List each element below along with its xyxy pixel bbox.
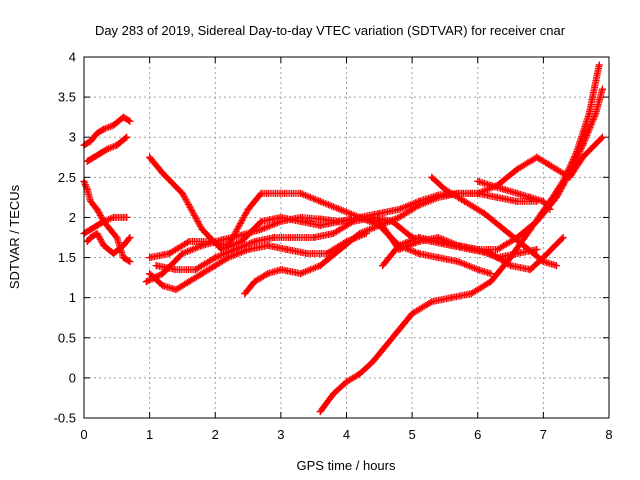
y-tick-label: -0.5	[54, 411, 76, 426]
data-point	[501, 186, 508, 193]
series-marks	[84, 230, 134, 257]
x-tick-label: 5	[409, 427, 416, 442]
y-tick-label: 1	[69, 290, 76, 305]
data-point	[172, 266, 179, 273]
data-point	[514, 198, 521, 205]
series-marks	[146, 154, 494, 277]
y-axis-label: SDTVAR / TECUs	[7, 184, 22, 289]
data-point	[435, 254, 442, 261]
x-axis-label: GPS time / hours	[297, 458, 396, 473]
data-point	[553, 262, 560, 269]
data-point	[123, 214, 130, 221]
y-tick-label: 3	[69, 130, 76, 145]
y-tick-label: 1.5	[58, 250, 76, 265]
data-point	[291, 234, 298, 241]
data-point	[514, 190, 521, 197]
series-trace-5	[84, 230, 134, 257]
data-point	[317, 216, 324, 223]
data-point	[474, 178, 481, 185]
data-point	[596, 62, 603, 69]
data-point	[264, 242, 271, 249]
data-point	[336, 218, 343, 225]
chart-title: Day 283 of 2019, Sidereal Day-to-day VTE…	[95, 23, 566, 38]
x-tick-label: 3	[277, 427, 284, 442]
x-tick-label: 0	[80, 427, 87, 442]
y-tick-label: 4	[69, 50, 76, 65]
x-tick-label: 7	[540, 427, 547, 442]
grid	[84, 57, 609, 418]
data-point	[599, 86, 606, 93]
data-point	[277, 214, 284, 221]
y-tick-label: 3.5	[58, 90, 76, 105]
data-point	[494, 194, 501, 201]
sdtvar-chart: Day 283 of 2019, Sidereal Day-to-day VTE…	[0, 0, 640, 480]
data-point	[310, 234, 317, 241]
y-tick-label: 2	[69, 210, 76, 225]
series-trace-7	[146, 154, 494, 277]
x-tick-label: 6	[474, 427, 481, 442]
x-tick-label: 4	[343, 427, 350, 442]
data-point	[304, 250, 311, 257]
x-tick-label: 1	[146, 427, 153, 442]
data-point	[146, 254, 153, 261]
series-trace-1	[81, 114, 134, 149]
series-marks	[81, 114, 134, 149]
data-point	[277, 190, 284, 197]
x-tick-label: 2	[212, 427, 219, 442]
data-point	[153, 262, 160, 269]
data-point	[448, 294, 455, 301]
y-tick-label: 0.5	[58, 330, 76, 345]
data-series	[81, 62, 606, 416]
data-point	[297, 218, 304, 225]
data-point	[271, 234, 278, 241]
data-point	[277, 266, 284, 273]
data-point	[586, 110, 593, 117]
data-point	[317, 222, 324, 229]
data-point	[284, 246, 291, 253]
y-tick-label: 0	[69, 370, 76, 385]
axis-ticks: 0 1 2 3 4 5 6 7 8 -0.5 0 0.5 1 1.5 2 2.5 3 3.5 4	[54, 50, 613, 443]
y-tick-label: 2.5	[58, 170, 76, 185]
x-tick-label: 8	[605, 427, 612, 442]
